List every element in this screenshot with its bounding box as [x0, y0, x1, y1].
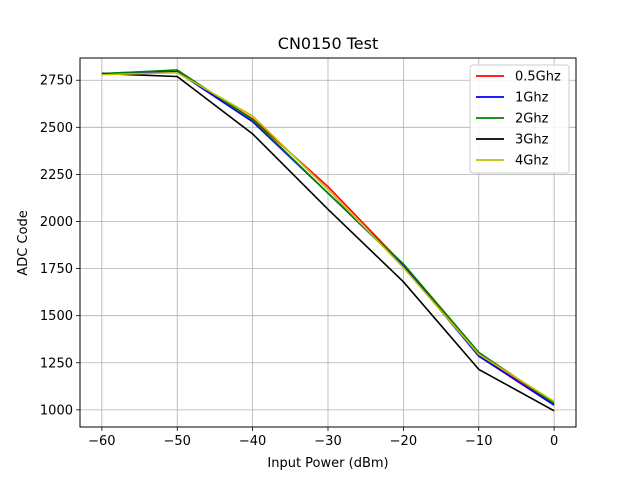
x-tick-label: −60: [88, 434, 115, 449]
x-tick-label: −30: [314, 434, 341, 449]
y-tick-label: 2500: [40, 121, 73, 136]
y-axis: 1000 1250 1500 1750 2000 2250 2500 2750: [40, 74, 80, 418]
x-axis-label: Input Power (dBm): [267, 456, 388, 471]
series-line-2: [101, 69, 555, 404]
legend-label: 2Ghz: [515, 112, 549, 127]
y-tick-label: 1250: [40, 356, 73, 371]
x-tick-label: −40: [239, 434, 266, 449]
y-tick-label: 1500: [40, 309, 73, 324]
y-tick-label: 2250: [40, 168, 73, 183]
series-lines: [101, 69, 555, 412]
legend-label: 0.5Ghz: [515, 70, 561, 85]
x-tick-label: 0: [550, 434, 558, 449]
legend-label: 1Ghz: [515, 91, 549, 106]
legend-box: [469, 64, 570, 174]
y-tick-label: 2000: [40, 215, 73, 230]
legend-label: 4Ghz: [515, 154, 549, 169]
legend: 0.5Ghz 1Ghz 2Ghz 3Ghz 4Ghz: [469, 64, 570, 174]
chart-title: CN0150 Test: [278, 34, 378, 53]
y-tick-label: 1000: [40, 403, 73, 418]
x-tick-label: −20: [390, 434, 417, 449]
x-tick-label: −50: [164, 434, 191, 449]
y-axis-label: ADC Code: [16, 210, 31, 275]
series-line-4: [101, 71, 555, 403]
y-tick-label: 1750: [40, 262, 73, 277]
y-tick-label: 2750: [40, 74, 73, 89]
x-tick-label: −10: [465, 434, 492, 449]
x-axis: −60 −50 −40 −30 −20 −10 0: [88, 427, 558, 449]
series-line-3: [101, 72, 555, 412]
legend-label: 3Ghz: [515, 133, 549, 148]
